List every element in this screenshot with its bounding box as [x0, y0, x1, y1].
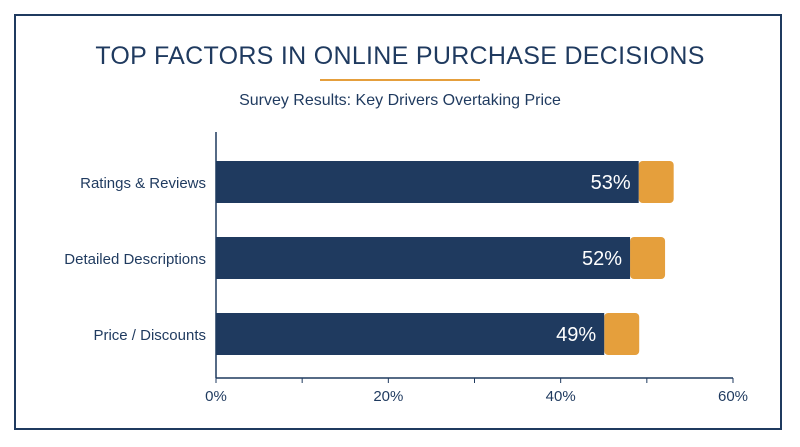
category-label: Ratings & Reviews	[80, 175, 206, 192]
chart-title: TOP FACTORS IN ONLINE PURCHASE DECISIONS	[95, 42, 705, 70]
bar	[216, 161, 639, 203]
x-tick-label: 60%	[718, 388, 748, 405]
bar-accent	[604, 313, 640, 355]
x-axis: 0% 20% 40% 60%	[205, 132, 748, 405]
x-tick-label: 40%	[546, 388, 576, 405]
x-tick-label: 0%	[205, 388, 227, 405]
bars-group: 53% 52% 49%	[216, 161, 674, 355]
x-tick-label: 20%	[373, 388, 403, 405]
bar	[216, 313, 605, 355]
chart-frame	[14, 14, 782, 430]
title-underline	[320, 79, 480, 81]
data-label: 49%	[556, 324, 596, 346]
chart-subtitle: Survey Results: Key Drivers Overtaking P…	[239, 92, 561, 109]
data-label: 52%	[582, 248, 622, 270]
bar	[216, 237, 631, 279]
category-label: Price / Discounts	[93, 327, 206, 344]
bar-accent	[630, 237, 666, 279]
category-label: Detailed Descriptions	[64, 251, 206, 268]
bar-accent	[638, 161, 674, 203]
data-label: 53%	[591, 172, 631, 194]
category-labels: Ratings & Reviews Detailed Descriptions Pr…	[64, 175, 206, 344]
